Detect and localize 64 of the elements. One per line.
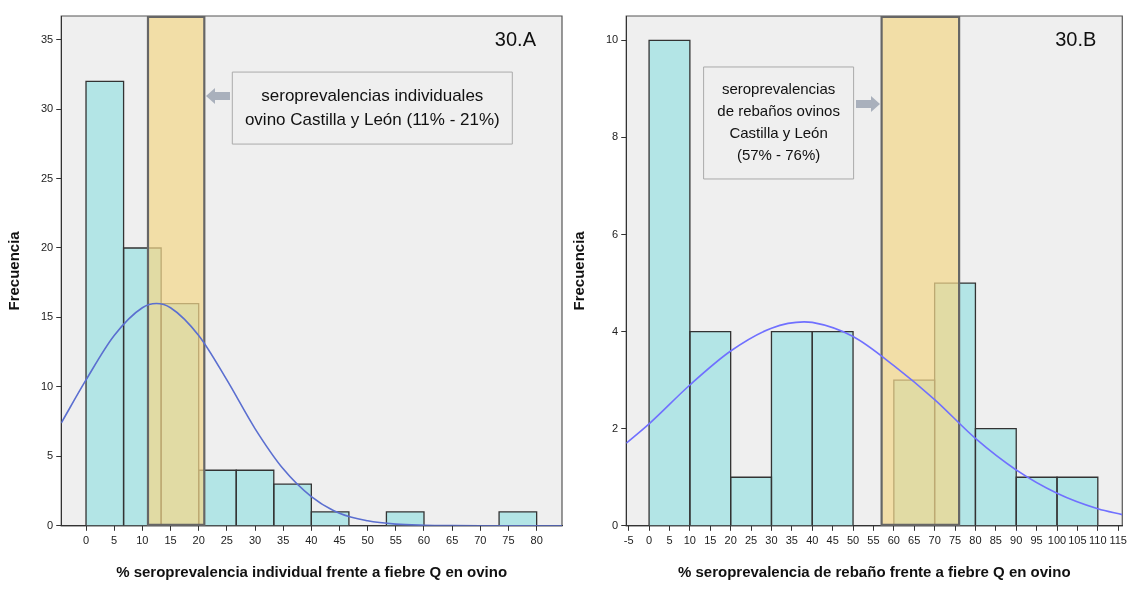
x-tick-label: 10 [136, 534, 149, 547]
x-tick-label: 30 [248, 534, 262, 547]
annotation: 30.B [1055, 27, 1097, 50]
x-tick-label: 100 [1047, 534, 1067, 547]
y-tick-label: 2 [612, 421, 619, 434]
x-tick-label: 25 [744, 534, 758, 547]
band-label: seroprevalencias individuales ovino Castilla y León (11% - 21%) [244, 85, 500, 129]
x-tick-label: 110 [1089, 534, 1107, 547]
x-tick-label: 70 [474, 534, 487, 547]
y-tick-label: 10 [605, 33, 619, 46]
x-tick-label: -5 [623, 534, 634, 547]
x-tick-label: 10 [683, 534, 696, 547]
x-tick-label: 75 [502, 534, 515, 547]
y-tick-label: 25 [40, 171, 54, 184]
y-tick-label: 10 [40, 379, 54, 392]
y-tick-label: 0 [47, 518, 54, 531]
y-tick-label: 35 [40, 32, 54, 45]
x-tick-label: 105 [1068, 534, 1087, 547]
y-axis-title: Frecuencia [5, 230, 23, 311]
x-tick-label: 55 [867, 534, 880, 547]
x-tick-label: 25 [220, 534, 233, 547]
x-tick-label: 5 [666, 534, 673, 547]
x-tick-label: 85 [989, 534, 1002, 547]
x-tick-label: 50 [846, 534, 860, 547]
x-tick-label: 55 [389, 534, 402, 547]
x-tick-label: 115 [1109, 534, 1127, 547]
x-tick-label: 75 [948, 534, 962, 547]
y-tick-label: 30 [40, 102, 54, 115]
x-tick-label: 35 [277, 534, 290, 547]
x-tick-label: 0 [82, 534, 90, 547]
x-tick-label: 20 [192, 534, 205, 547]
band-label: seroprevalencias de rebaños ovinos Castilla y León (57% - 76%) [717, 80, 840, 164]
x-tick-label: 45 [333, 534, 346, 547]
x-tick-label: 90 [1010, 534, 1023, 547]
x-tick-label: 40 [806, 534, 819, 547]
x-tick-label: 15 [704, 534, 717, 547]
y-tick-label: 0 [612, 518, 619, 531]
y-axis-title: Frecuencia [570, 230, 588, 311]
y-tick-label: 6 [612, 227, 619, 240]
x-tick-label: 0 [646, 534, 653, 547]
y-tick-label: 20 [40, 241, 54, 254]
x-tick-label: 15 [164, 534, 177, 547]
x-tick-label: 80 [530, 534, 543, 547]
y-tick-label: 4 [612, 324, 619, 337]
y-tick-label: 5 [47, 449, 54, 462]
x-tick-label: 5 [111, 534, 118, 547]
x-tick-label: 65 [908, 534, 921, 547]
x-tick-label: 80 [969, 534, 982, 547]
annotation: 30.A [494, 27, 537, 50]
x-tick-label: 35 [785, 534, 798, 547]
x-axis-title: % seroprevalencia individual frente a fiebre Q en ovino [116, 563, 508, 581]
x-tick-label: 65 [446, 534, 459, 547]
y-tick-label: 15 [40, 310, 54, 323]
x-tick-label: 45 [826, 534, 839, 547]
x-tick-label: 30 [765, 534, 778, 547]
x-tick-label: 50 [361, 534, 374, 547]
x-tick-label: 40 [305, 534, 318, 547]
x-tick-label: 60 [887, 534, 900, 547]
y-tick-label: 8 [612, 130, 619, 143]
x-tick-label: 70 [928, 534, 941, 547]
x-tick-label: 95 [1030, 534, 1043, 547]
x-axis-title: % seroprevalencia de rebaño frente a fiebre Q en ovino [677, 563, 1071, 581]
x-tick-label: 20 [724, 534, 737, 547]
x-tick-label: 60 [417, 534, 431, 547]
